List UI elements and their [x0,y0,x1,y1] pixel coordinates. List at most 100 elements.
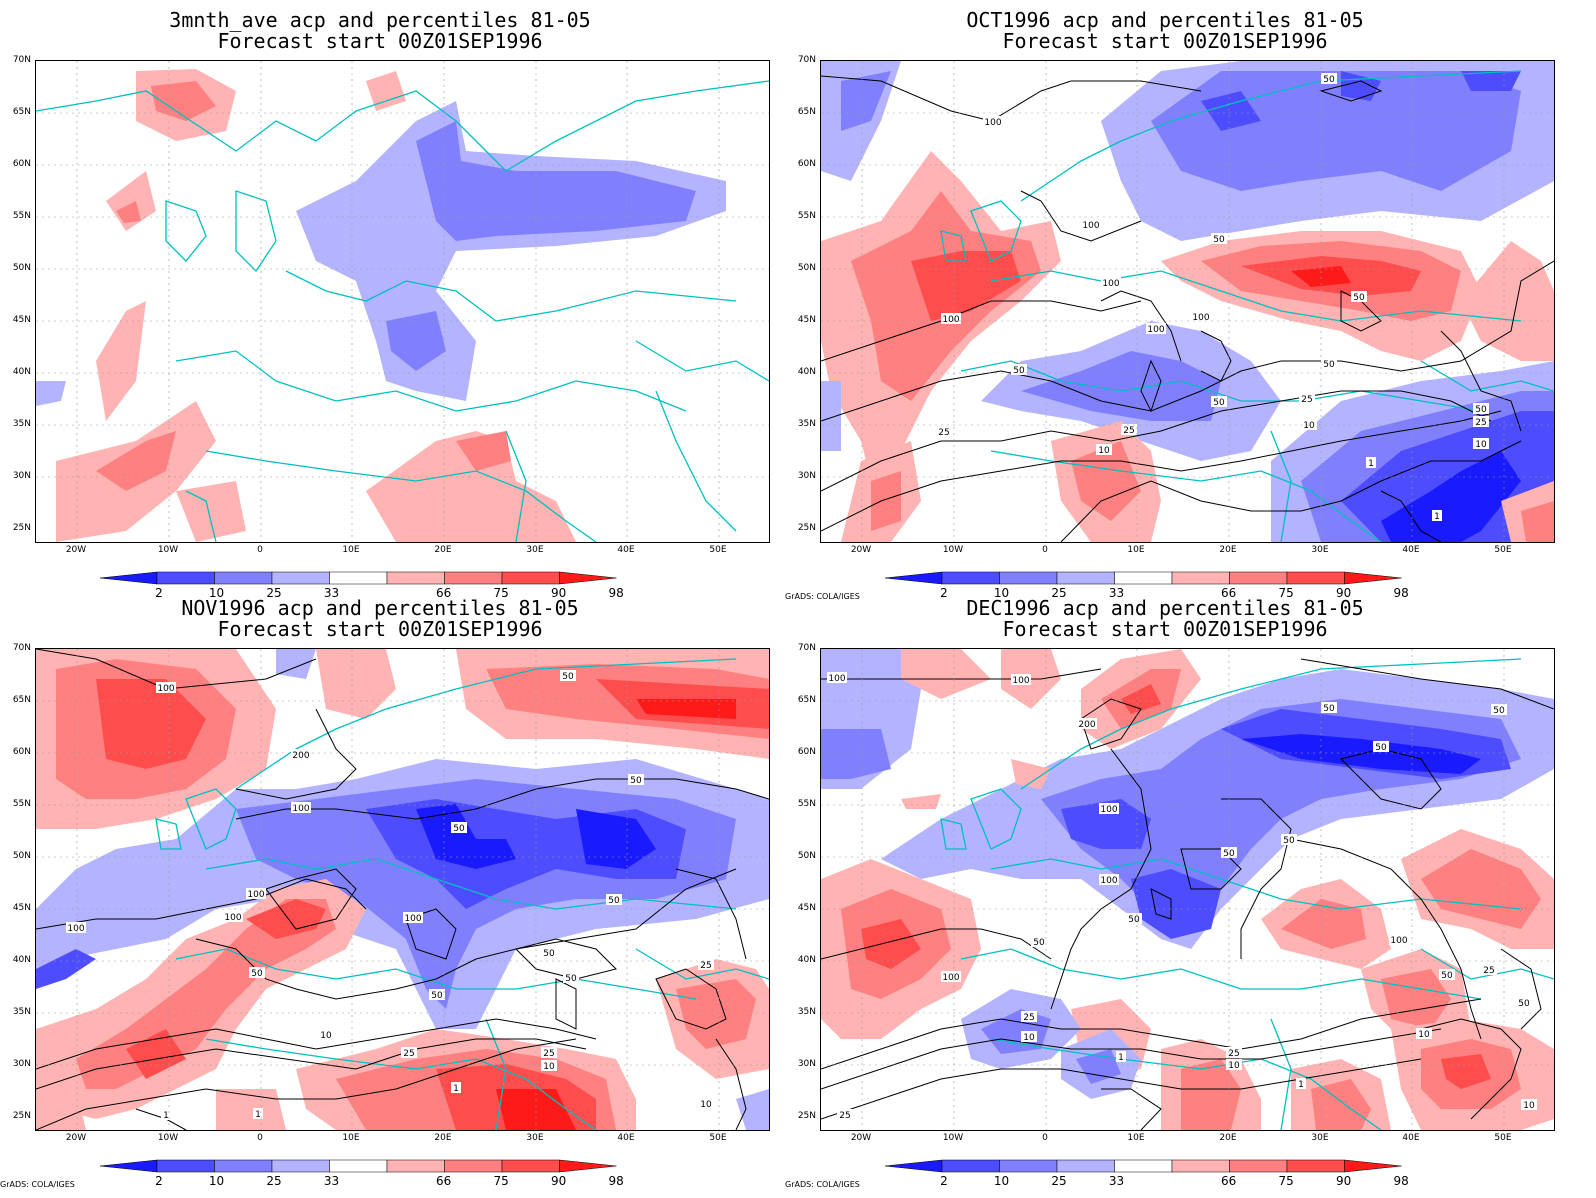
contour-label: 100 [983,116,1003,128]
svg-text:10: 10 [1418,1030,1430,1040]
contour-label: 1 [1432,510,1442,522]
contour-label: 50 [606,894,622,906]
contour-label: 10 [318,1029,334,1041]
colorbar-arrow-left [99,1159,158,1173]
colorbar-arrow-left [99,571,158,585]
lat-tick-label: 40N [12,367,31,377]
lon-tick-label: 50E [709,1133,727,1143]
colorbar-svg [99,571,617,585]
lat-tick-label: 40N [797,955,816,965]
lon-tick-label: 10E [342,1133,360,1143]
contour-label: 10 [541,1060,557,1072]
panel-subtitle: Forecast start 00Z01SEP1996 [217,617,543,641]
lon-tick-label: 10E [1127,545,1145,555]
lon-tick-label: 10E [342,545,360,555]
lat-tick-label: 35N [12,419,31,429]
svg-text:50: 50 [562,672,574,682]
colorbar-label: 66 [1220,1174,1237,1188]
contour-label: 25 [1473,416,1489,428]
contour-label: 10 [1301,419,1317,431]
svg-text:10: 10 [1475,440,1487,450]
lat-tick-label: 35N [12,1007,31,1017]
contour-label: 100 [223,911,243,923]
contour-label: 50 [1321,358,1337,370]
svg-text:50: 50 [1213,235,1225,245]
svg-text:50: 50 [251,969,263,979]
contour-label: 50 [1321,73,1337,85]
svg-text:1: 1 [1118,1053,1124,1063]
colorbar-segment [999,571,1058,585]
svg-text:100: 100 [942,315,959,325]
colorbar-segment [1171,571,1230,585]
lat-tick-label: 35N [797,419,816,429]
contour-label: 1 [1116,1051,1126,1063]
colorbar-label: 98 [608,586,624,600]
colorbar-arrow-right [1344,1159,1402,1173]
lon-tick-label: 20E [434,545,452,555]
lat-tick-label: 60N [797,747,816,757]
lat-tick-label: 40N [12,955,31,965]
svg-text:100: 100 [292,804,309,814]
colorbar-label: 2 [940,586,948,600]
lat-tick-label: 60N [797,159,816,169]
svg-text:1: 1 [1434,512,1440,522]
lat-tick-label: 50N [12,851,31,861]
contour-label: 50 [541,947,557,959]
colorbar-segment [1056,1159,1115,1173]
svg-text:100: 100 [1012,676,1029,686]
svg-text:100: 100 [1192,313,1209,323]
colorbar-label: 25 [266,1174,282,1188]
contour-label: 50 [1211,396,1227,408]
lon-tick-label: 30E [1311,545,1329,555]
colorbar-label: 90 [550,1174,567,1188]
colorbar-svg [884,571,1402,585]
svg-text:1: 1 [1368,459,1374,469]
colorbar-label: 25 [266,586,282,600]
contour-label: 50 [249,967,265,979]
lat-tick-label: 60N [12,747,31,757]
colorbar-segment [214,571,273,585]
map-plot-area: 100 100 100 100 100 100 50 50 50 50 50 5… [820,60,1555,543]
colorbar-segment [1171,1159,1230,1173]
colorbar-segment [271,571,330,585]
svg-text:50: 50 [1475,405,1487,415]
contour-labels: 100 100 100 100 100 100 50 50 50 50 50 5… [936,73,1489,522]
colorbar-label: 2 [155,1174,163,1188]
percentile-shading [36,649,769,1130]
colorbar-arrow-right [1344,571,1402,585]
lat-tick-label: 25N [797,523,816,533]
lon-tick-label: 40E [1402,1133,1420,1143]
contour-label: 100 [1101,277,1121,289]
colorbar-arrow-right [559,571,617,585]
lon-tick-label: 10W [942,1133,964,1143]
lat-tick-label: 70N [797,643,816,653]
lon-tick-label: 30E [526,1133,544,1143]
colorbar-segment [329,1159,388,1173]
contour-label: 100 [1011,674,1031,686]
lon-tick-label: 40E [617,1133,635,1143]
lat-tick-label: 70N [12,55,31,65]
contour-label: 50 [1516,997,1532,1009]
contour-label: 100 [403,912,423,924]
lat-tick-label: 35N [797,1007,816,1017]
contour-label: 10 [1473,438,1489,450]
svg-text:25: 25 [1228,1049,1239,1059]
svg-text:100: 100 [404,914,421,924]
colorbar-label: 10 [993,586,1010,600]
contour-label: 1 [451,1082,461,1094]
svg-text:100: 100 [942,973,959,983]
contour-label: 50 [1281,834,1297,846]
panel-title: DEC1996 acp and percentiles 81-05 [966,596,1364,620]
contour-label: 10 [698,1098,714,1110]
lat-tick-label: 70N [797,55,816,65]
lon-tick-label: 20W [65,545,87,555]
map-panel-3month: 3mnth_ave acp and percentiles 81-05 Fore… [0,0,790,600]
contour-label: 100 [246,888,266,900]
svg-text:25: 25 [1483,966,1494,976]
contour-label: 25 [1299,393,1315,405]
lat-tick-label: 65N [797,107,816,117]
svg-text:100: 100 [247,890,264,900]
contour-label: 100 [1389,934,1409,946]
lat-tick-label: 50N [797,851,816,861]
colorbar-label: 66 [435,586,452,600]
